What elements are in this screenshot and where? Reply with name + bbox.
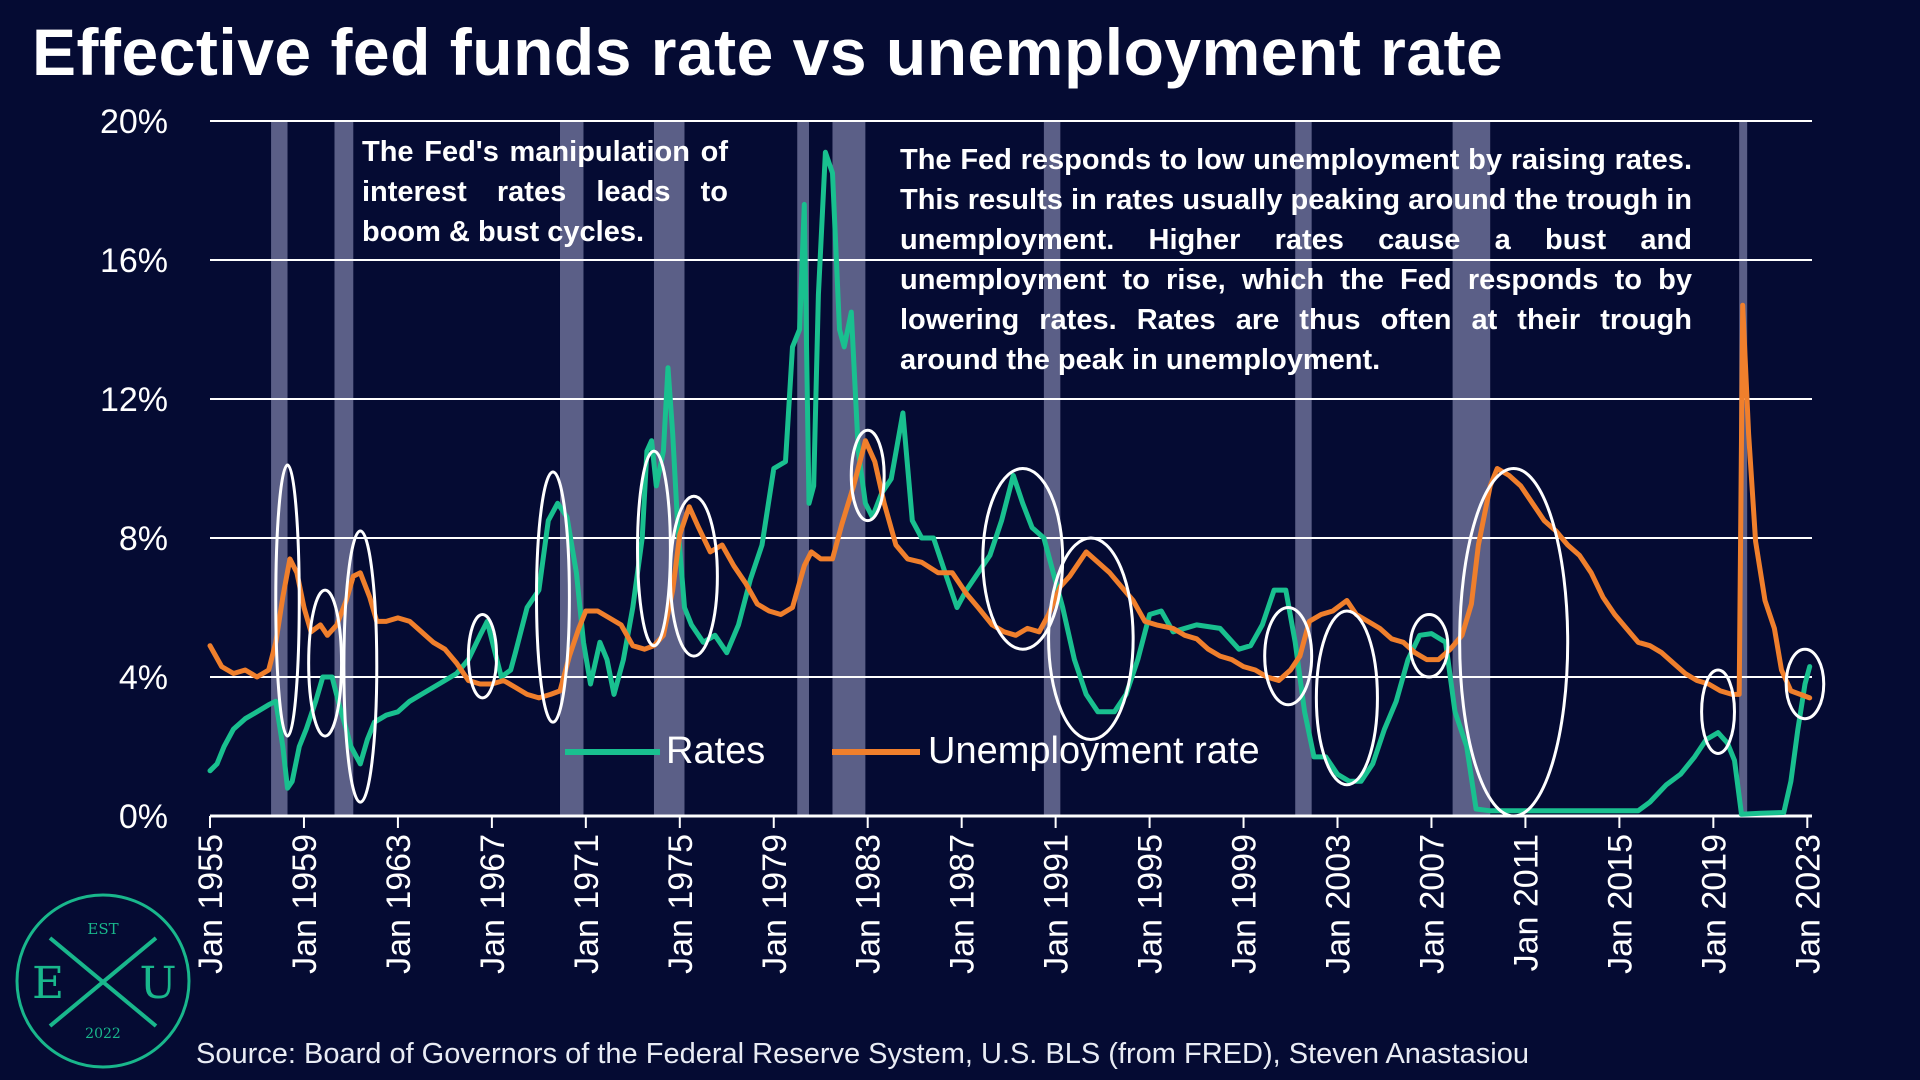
annotation-right: The Fed responds to low unemployment by … [900,144,1692,376]
highlight-circle [342,529,379,804]
chart-title: Effective fed funds rate vs unemployment… [32,15,1504,89]
y-axis-ticks: 0% 4% 8% 12% 16% 20% [100,103,168,836]
recession-band [559,121,584,816]
highlight-circle [535,470,571,724]
x-tick-label: Jan 1979 [756,834,794,974]
highlight-circle [1314,609,1379,787]
x-tick-label: Jan 1975 [662,834,700,974]
x-tick-label: Jan 2019 [1695,834,1733,974]
logo-cross-2 [48,936,158,1028]
y-tick-label: 12% [100,381,168,419]
highlight-circle [1408,612,1450,679]
x-tick-label: Jan 1999 [1226,834,1264,974]
highlight-circle [849,428,886,523]
legend-label-unemployment: Unemployment rate [928,730,1260,772]
highlight-circle [1458,467,1570,818]
logo-est: EST [87,920,118,938]
highlight-circle [466,612,499,700]
annotation-left: The Fed's manipulation of interest rates… [362,136,728,248]
highlight-circle [1263,606,1314,707]
recession-band [1295,121,1312,816]
recession-band [1452,121,1491,816]
x-axis: Jan 1955 Jan 1959 Jan 1963 Jan 1967 Jan 1971… [192,814,1827,974]
x-tick-label: Jan 2023 [1789,834,1827,974]
x-tick-label: Jan 2011 [1507,834,1545,971]
x-tick-label: Jan 1955 [192,834,230,974]
logo-year: 2022 [85,1026,121,1042]
x-tick-label: Jan 1971 [568,834,606,974]
y-tick-label: 4% [119,659,168,697]
source-note: Source: Board of Governors of the Federa… [196,1038,1529,1070]
y-tick-label: 0% [119,798,168,836]
series-line-rates [207,149,1813,817]
x-tick-label: Jan 1959 [286,834,324,974]
x-tick-label: Jan 1983 [850,834,888,974]
x-tick-label: Jan 1963 [380,834,418,974]
recession-band [334,121,354,816]
x-tick-label: Jan 2003 [1320,834,1358,974]
y-tick-label: 20% [100,103,168,141]
highlight-circle [1784,647,1826,721]
x-tick-label: Jan 1991 [1038,834,1076,974]
series-line-unemployment [207,302,1813,701]
legend: Rates Unemployment rate [565,730,1260,772]
logo-letter-e: E [32,958,64,1009]
x-tick-label: Jan 1995 [1132,834,1170,974]
x-tick-label: Jan 2015 [1601,834,1639,974]
y-tick-label: 16% [100,242,168,280]
y-tick-label: 8% [119,520,168,558]
highlight-circle [1700,668,1736,755]
highlight-circle [274,463,301,738]
highlight-circle [1047,536,1135,742]
x-tick-label: Jan 2007 [1413,834,1451,974]
exu-logo: EST E U 2022 [15,893,191,1069]
x-tick-label: Jan 1967 [474,834,512,974]
highlight-circle [668,494,719,658]
series-lines [207,149,1813,817]
highlight-circles [274,428,1826,818]
highlight-circle [307,588,344,738]
legend-label-rates: Rates [666,730,765,772]
logo-letter-u: U [139,958,176,1009]
x-tick-label: Jan 1987 [944,834,982,974]
gridlines [210,120,1812,678]
recession-band [797,121,809,816]
highlight-circle [981,466,1065,651]
logo-ring [15,893,191,1069]
